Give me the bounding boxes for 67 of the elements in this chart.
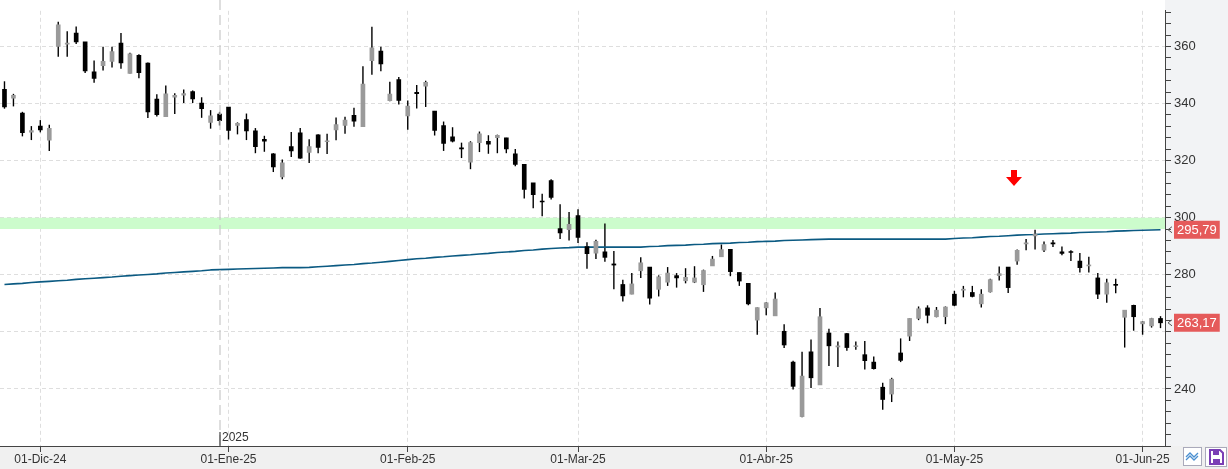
x-tick-label: 01-Abr-25 xyxy=(739,451,794,466)
candlestick xyxy=(620,278,626,303)
y-tick-label: 240 xyxy=(1174,380,1196,396)
candlestick xyxy=(351,107,357,128)
x-tick-label: 01-May-25 xyxy=(925,451,984,466)
annotation: 2025 xyxy=(222,430,250,445)
candlestick xyxy=(432,110,437,137)
candlestick xyxy=(907,317,912,342)
candlestick xyxy=(1068,249,1074,262)
candlestick xyxy=(853,340,859,351)
x-tick-label: 01-Mar-25 xyxy=(550,451,607,466)
candlestick xyxy=(288,131,294,158)
candlestick xyxy=(665,266,670,287)
x-tick-label: 01-Dic-24 xyxy=(14,451,67,466)
candlestick xyxy=(530,182,536,209)
candlestick xyxy=(468,140,473,170)
candlestick xyxy=(271,152,276,173)
candlestick xyxy=(306,138,312,164)
y-tick-label: 340 xyxy=(1174,95,1196,111)
data-label: 295,79 xyxy=(1177,222,1217,238)
candlestick xyxy=(253,127,258,154)
candlestick xyxy=(163,84,169,118)
candlestick xyxy=(208,109,213,130)
x-tick-label: 01-Feb-25 xyxy=(380,451,436,466)
candlestick xyxy=(1104,278,1110,304)
candlestick xyxy=(745,282,751,307)
x-tick-label: 01-Ene-25 xyxy=(200,451,257,466)
candlestick xyxy=(978,288,984,309)
candlestick xyxy=(405,99,411,131)
candlestick xyxy=(889,377,894,403)
y-tick-label: 300 xyxy=(1174,209,1196,225)
candlestick xyxy=(279,158,285,180)
candlestick xyxy=(64,30,70,58)
candlestick xyxy=(486,134,491,155)
candlestick xyxy=(1122,309,1127,349)
candlestick xyxy=(1005,266,1011,294)
candlestick xyxy=(880,381,886,411)
candlestick xyxy=(477,130,482,153)
candlestick xyxy=(1131,304,1136,332)
candlestick xyxy=(199,96,204,119)
candlestick xyxy=(324,133,330,155)
candlestick xyxy=(862,340,868,371)
candlestick xyxy=(154,93,160,118)
candlestick xyxy=(441,120,446,152)
candlestick xyxy=(423,80,428,108)
candlestick xyxy=(244,112,249,141)
candlestick xyxy=(638,256,644,279)
y-tick-label: 280 xyxy=(1174,266,1196,282)
text: 263,17 xyxy=(1177,315,1217,331)
candlestick xyxy=(754,306,760,336)
candlestick xyxy=(396,76,402,106)
y-tick-label: 320 xyxy=(1174,152,1196,168)
candlestick xyxy=(1095,272,1101,300)
candlestick xyxy=(55,20,61,58)
candlestick xyxy=(728,248,733,277)
x-tick-label: 01-Jun-25 xyxy=(1115,451,1170,466)
candlestick xyxy=(2,80,7,110)
candlestick xyxy=(109,46,115,69)
candlestick xyxy=(772,291,778,317)
y-tick-label: 360 xyxy=(1174,38,1196,54)
candlestick xyxy=(20,111,25,138)
candlestick xyxy=(656,274,661,298)
candlestick xyxy=(414,84,420,110)
candlestick xyxy=(172,92,178,115)
candlestick xyxy=(46,123,52,152)
candlestick xyxy=(898,337,903,363)
candlestick xyxy=(629,272,635,295)
